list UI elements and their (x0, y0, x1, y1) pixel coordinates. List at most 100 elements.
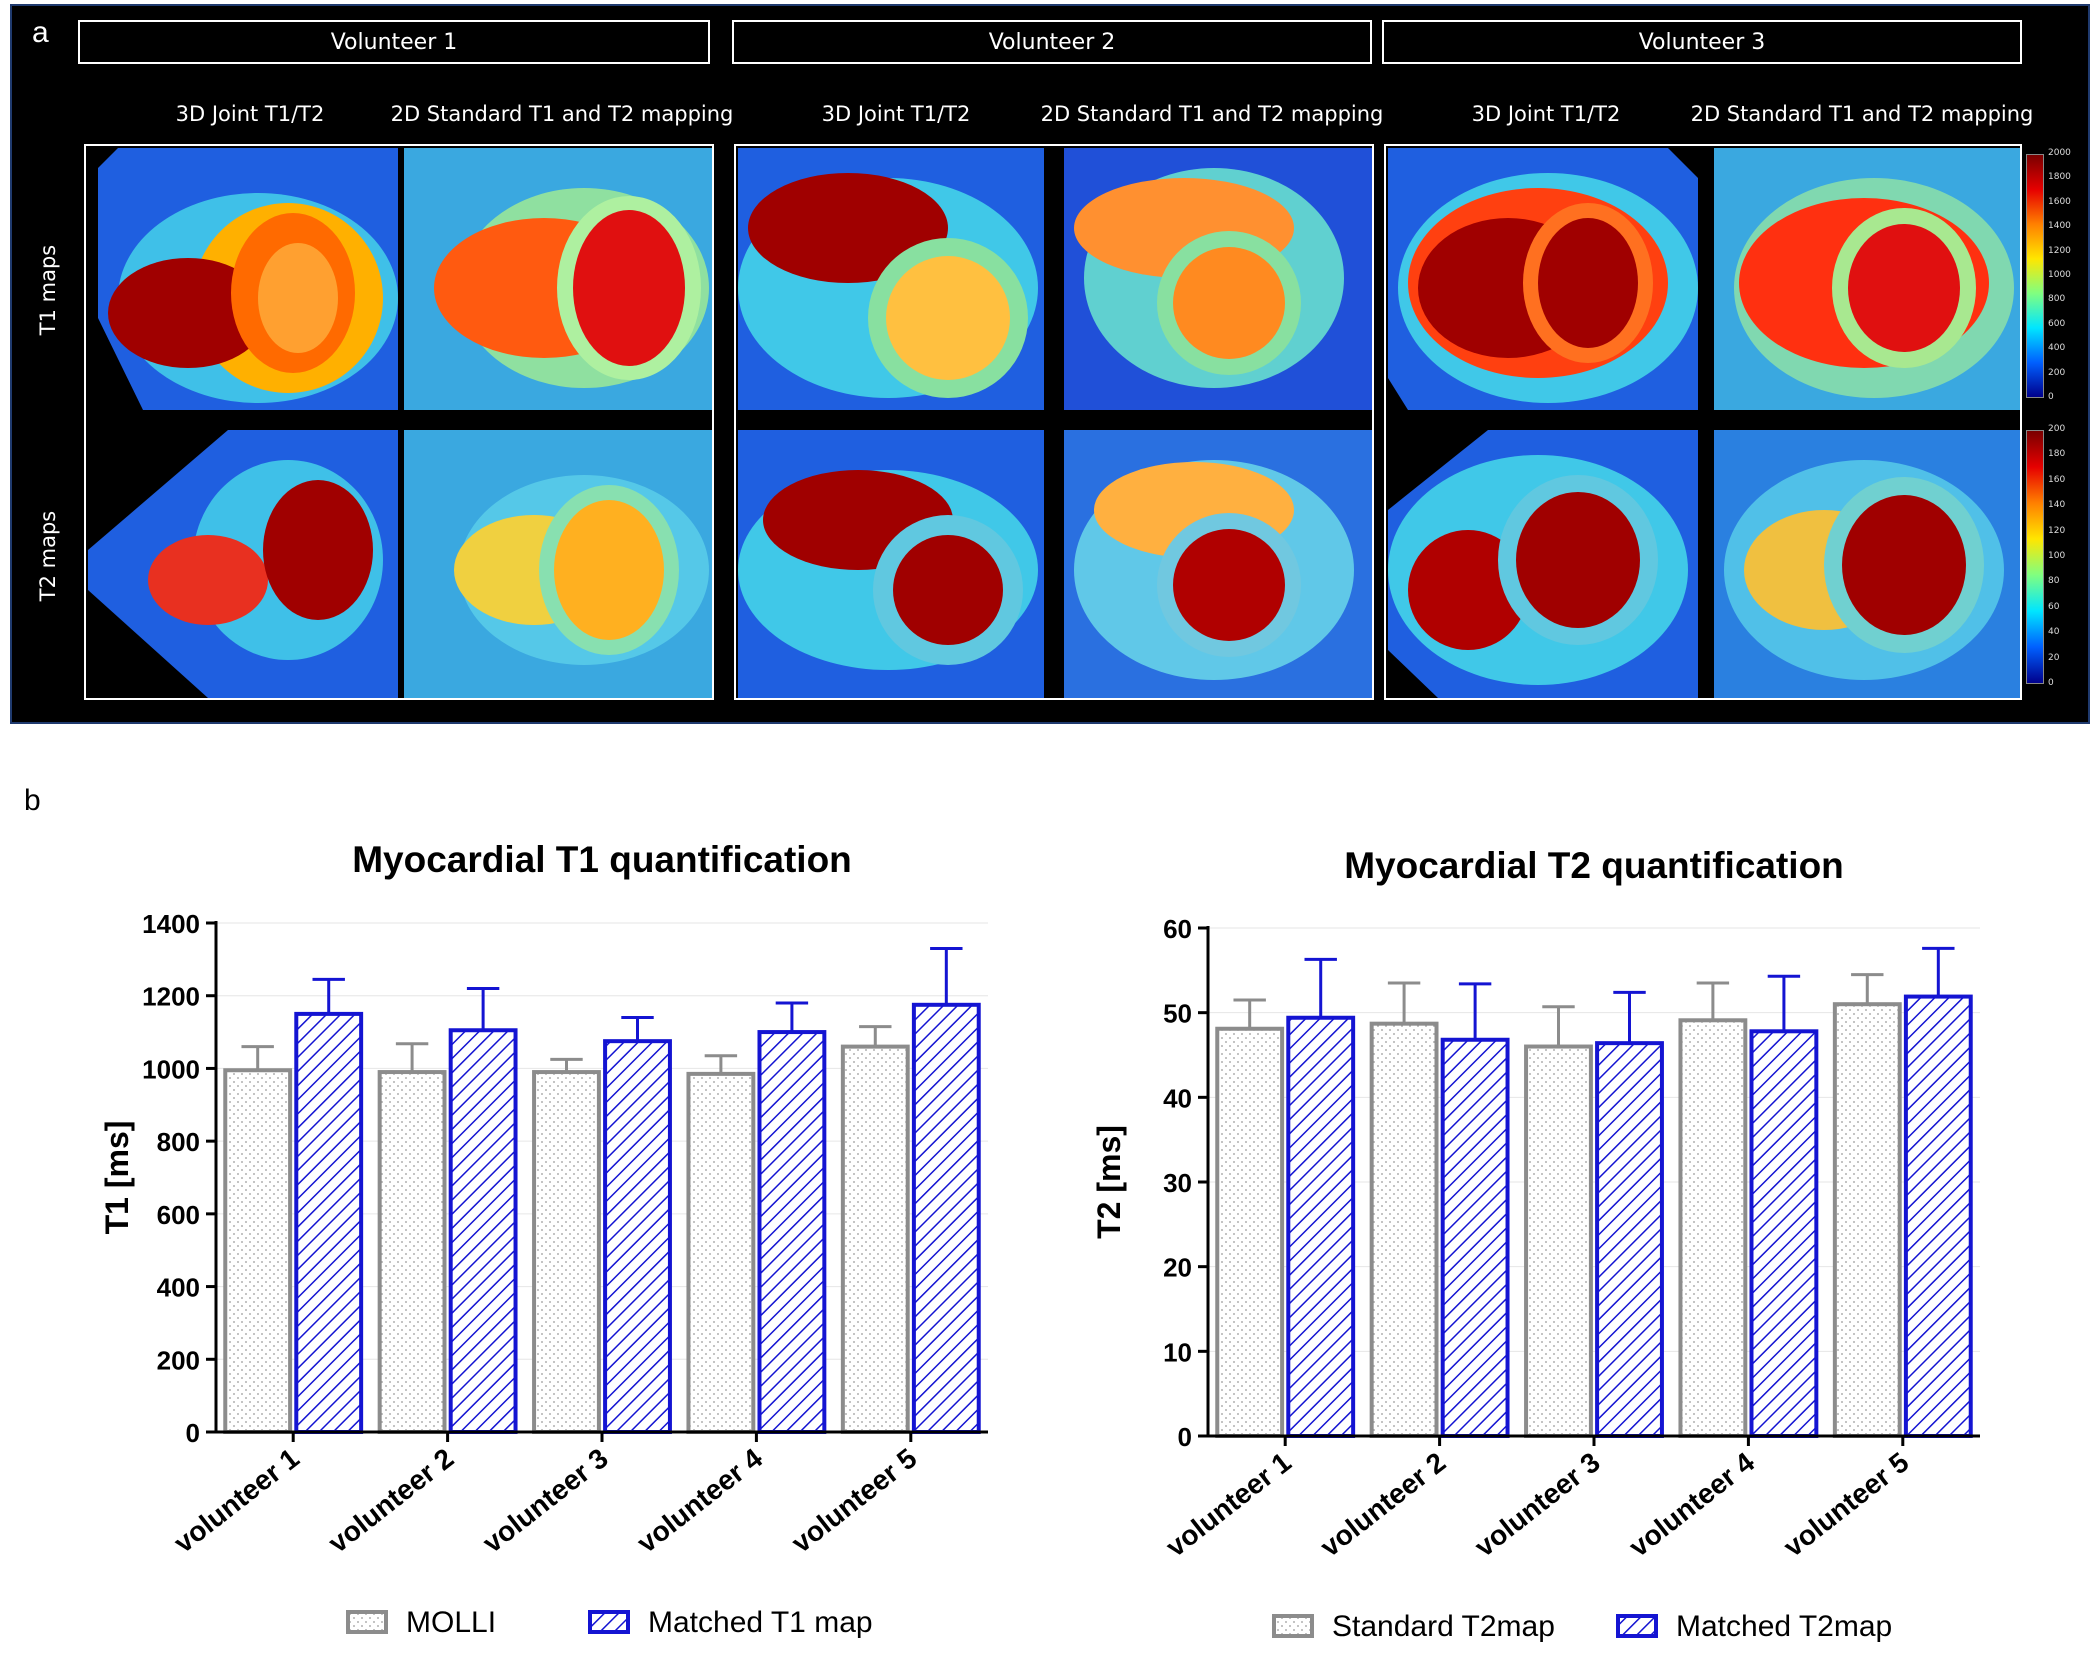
column-label-2d-standard: 2D Standard T1 and T2 mapping (390, 102, 734, 126)
volunteer-3-header: Volunteer 3 (1382, 20, 2022, 64)
y-tick-label: 30 (1163, 1168, 1192, 1198)
v2-3d-t2-map (738, 430, 1044, 698)
bar-blue-2 (448, 1028, 518, 1434)
legend-swatch-1 (346, 1610, 388, 1634)
bar-blue-3 (1595, 1041, 1664, 1438)
y-tick-label: 200 (157, 1345, 200, 1375)
bar-blue-1 (1286, 1015, 1356, 1438)
x-tick-label: volunteer 1 (168, 1442, 305, 1558)
v1-3d-t2-map (88, 430, 398, 698)
y-tick-label: 40 (1163, 1083, 1192, 1113)
x-tick-label: volunteer 2 (1314, 1446, 1451, 1562)
y-tick-label: 400 (157, 1273, 200, 1303)
bar-blue-4 (1749, 1029, 1819, 1438)
colorbar-tick-label: 100 (2048, 551, 2066, 561)
legend-swatch-1 (1272, 1614, 1314, 1638)
bar-gray-3 (532, 1070, 601, 1434)
x-tick-label: volunteer 1 (1160, 1446, 1297, 1562)
chart-t2-quantification: Myocardial T2 quantification T2 [ms] 0 10 20… (1091, 845, 1980, 1643)
bar-blue-1 (294, 1011, 364, 1434)
bar-blue-5 (1903, 994, 1973, 1439)
bar-blue-4 (757, 1030, 827, 1434)
bar-gray-4 (1678, 1018, 1748, 1438)
y-axis-label: T1 [ms] (99, 1121, 135, 1235)
colorbar-tick-label: 40 (2048, 627, 2060, 638)
colorbar-tick-label: 200 (2048, 424, 2066, 434)
colorbar-tick-label: 1200 (2048, 245, 2071, 256)
chart-title: Myocardial T1 quantification (352, 839, 852, 880)
y-tick-label: 0 (1178, 1422, 1192, 1452)
v1-3d-t1-map (88, 148, 398, 410)
row-label-t1-maps: T1 maps (36, 244, 60, 336)
bar-gray-2 (1369, 1021, 1439, 1438)
v3-2d-t2-map (1714, 430, 2020, 698)
panel-a-mri-maps: a Volunteer 1 Volunteer 2 Volunteer 3 3D… (10, 4, 2090, 724)
column-label-2d-standard: 2D Standard T1 and T2 mapping (1040, 102, 1384, 126)
volunteer-2-header: Volunteer 2 (732, 20, 1372, 64)
bar-blue-2 (1440, 1037, 1510, 1438)
v1-2d-t1-map (404, 148, 712, 410)
v2-2d-t2-map (1064, 430, 1372, 698)
row-label-t2-maps: T2 maps (36, 510, 60, 602)
colorbar-tick-label: 1000 (2048, 270, 2071, 280)
legend-swatch-2 (588, 1610, 630, 1634)
colorbar-tick-label: 2000 (2048, 148, 2071, 158)
panel-b-letter: b (24, 784, 41, 817)
x-tick-label: volunteer 4 (1623, 1446, 1760, 1563)
legend-label-1: MOLLI (406, 1606, 496, 1639)
y-tick-label: 0 (186, 1418, 200, 1448)
y-tick-label: 800 (157, 1127, 200, 1157)
colorbar-tick-label: 60 (2048, 601, 2060, 612)
volunteer-1-maps (84, 144, 714, 700)
legend-label-2: Matched T2map (1676, 1610, 1892, 1643)
x-tick-label: volunteer 2 (322, 1442, 459, 1558)
x-tick-label: volunteer 4 (631, 1442, 768, 1559)
x-tick-label: volunteer 5 (1778, 1446, 1915, 1562)
y-tick-label: 50 (1163, 999, 1192, 1029)
y-axis-label: T2 [ms] (1091, 1125, 1127, 1239)
legend-swatch-2 (1616, 1614, 1658, 1638)
colorbar-tick-label: 600 (2048, 318, 2066, 329)
colorbar-tick-label: 0 (2048, 392, 2054, 402)
colorbar-t1 (2026, 154, 2044, 398)
colorbar-tick-label: 800 (2048, 294, 2066, 305)
colorbar-tick-label: 1400 (2048, 221, 2071, 232)
y-tick-label: 1400 (142, 909, 200, 939)
volunteer-2-maps (734, 144, 1374, 700)
bar-blue-5 (911, 1002, 981, 1435)
bar-gray-3 (1524, 1044, 1593, 1438)
y-tick-label: 20 (1163, 1253, 1192, 1283)
column-label-3d-joint: 3D Joint T1/T2 (175, 102, 325, 126)
v3-2d-t1-map (1714, 148, 2020, 410)
column-label-3d-joint: 3D Joint T1/T2 (1471, 102, 1621, 126)
v2-2d-t1-map (1064, 148, 1372, 410)
colorbar-tick-label: 400 (2048, 343, 2066, 354)
bar-blue-3 (603, 1039, 672, 1434)
colorbar-tick-label: 80 (2048, 576, 2060, 587)
v2-3d-t1-map (738, 148, 1044, 410)
volunteer-1-header: Volunteer 1 (78, 20, 710, 64)
y-tick-label: 60 (1163, 914, 1192, 944)
column-label-2d-standard: 2D Standard T1 and T2 mapping (1690, 102, 2034, 126)
colorbar-tick-label: 140 (2048, 500, 2066, 511)
colorbar-tick-label: 160 (2048, 474, 2066, 485)
bar-gray-5 (1832, 1002, 1902, 1438)
column-label-3d-joint: 3D Joint T1/T2 (821, 102, 971, 126)
colorbar-tick-label: 120 (2048, 525, 2066, 536)
colorbar-tick-label: 180 (2048, 449, 2066, 460)
panel-a-letter: a (32, 16, 49, 49)
x-tick-label: volunteer 5 (786, 1442, 923, 1558)
colorbar-tick-label: 1600 (2048, 196, 2071, 207)
chart-title: Myocardial T2 quantification (1344, 845, 1844, 886)
chart-t1-quantification: Myocardial T1 quantification T1 [ms] 0 200 4… (99, 839, 988, 1639)
colorbar-t2 (2026, 430, 2044, 684)
y-tick-label: 600 (157, 1200, 200, 1230)
y-tick-label: 10 (1163, 1337, 1192, 1367)
colorbar-tick-label: 0 (2048, 678, 2054, 688)
y-tick-label: 1200 (142, 982, 200, 1012)
bar-gray-1 (223, 1068, 293, 1434)
x-tick-label: volunteer 3 (1469, 1446, 1606, 1562)
v1-2d-t2-map (404, 430, 712, 698)
bar-gray-1 (1215, 1026, 1285, 1438)
legend-label-1: Standard T2map (1332, 1610, 1555, 1643)
